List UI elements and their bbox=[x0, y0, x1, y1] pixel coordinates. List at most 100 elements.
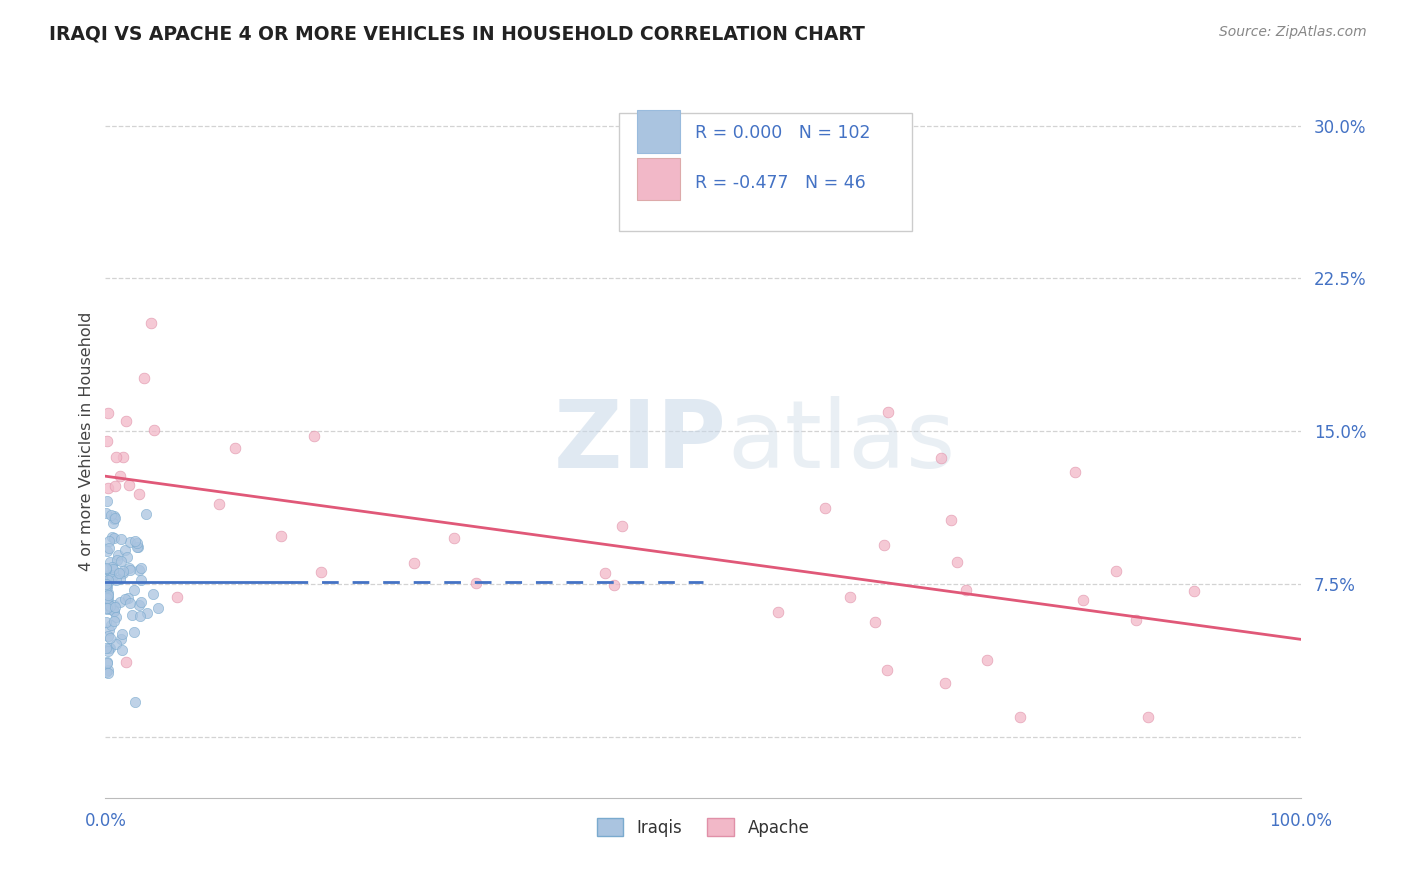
Point bbox=[1125, 614, 1147, 628]
Point bbox=[128, 608, 150, 623]
Text: R = 0.000   N = 102: R = 0.000 N = 102 bbox=[695, 124, 870, 142]
Point bbox=[929, 451, 952, 466]
FancyBboxPatch shape bbox=[619, 113, 912, 231]
Point bbox=[118, 596, 141, 610]
Point bbox=[110, 554, 132, 568]
Point bbox=[129, 574, 152, 588]
Point bbox=[97, 405, 120, 419]
Point bbox=[118, 561, 141, 575]
Point bbox=[115, 549, 138, 564]
Point bbox=[98, 599, 121, 613]
Point bbox=[105, 637, 128, 651]
Point bbox=[132, 371, 155, 385]
Point bbox=[96, 587, 118, 601]
Point bbox=[111, 566, 134, 581]
Point bbox=[98, 598, 121, 612]
Point bbox=[108, 469, 131, 483]
Point bbox=[865, 615, 887, 630]
Point bbox=[96, 561, 118, 575]
Point bbox=[127, 541, 149, 555]
Point bbox=[97, 623, 120, 637]
Point bbox=[97, 663, 120, 677]
Point bbox=[976, 653, 998, 667]
Point bbox=[128, 487, 150, 501]
Point bbox=[124, 533, 146, 548]
Point bbox=[96, 655, 118, 669]
Point bbox=[101, 563, 124, 577]
Text: atlas: atlas bbox=[727, 395, 955, 488]
Point bbox=[103, 511, 125, 525]
Point bbox=[224, 441, 246, 455]
Point bbox=[122, 624, 145, 639]
Point bbox=[103, 508, 125, 523]
Point bbox=[118, 535, 141, 549]
Point bbox=[443, 532, 465, 546]
FancyBboxPatch shape bbox=[637, 158, 681, 201]
Point bbox=[142, 587, 165, 601]
Point bbox=[94, 577, 117, 591]
Point bbox=[100, 601, 122, 615]
Point bbox=[1182, 584, 1205, 599]
Text: IRAQI VS APACHE 4 OR MORE VEHICLES IN HOUSEHOLD CORRELATION CHART: IRAQI VS APACHE 4 OR MORE VEHICLES IN HO… bbox=[49, 25, 865, 44]
Point bbox=[94, 591, 117, 605]
Point bbox=[96, 640, 118, 655]
Point bbox=[1071, 593, 1094, 607]
Point bbox=[96, 602, 118, 616]
Point bbox=[101, 562, 124, 576]
Point bbox=[97, 573, 120, 587]
Point bbox=[117, 591, 139, 605]
Point bbox=[122, 583, 145, 598]
Point bbox=[97, 567, 120, 582]
FancyBboxPatch shape bbox=[637, 111, 681, 153]
Point bbox=[101, 516, 124, 531]
Point bbox=[121, 607, 143, 622]
Point bbox=[96, 581, 118, 595]
Point bbox=[112, 564, 135, 578]
Point bbox=[96, 657, 118, 671]
Point bbox=[97, 588, 120, 602]
Point bbox=[97, 541, 120, 555]
Point bbox=[955, 582, 977, 597]
Point bbox=[96, 591, 118, 606]
Point bbox=[110, 533, 132, 547]
Point bbox=[97, 481, 120, 495]
Point bbox=[934, 676, 956, 690]
Point bbox=[100, 568, 122, 582]
Point bbox=[100, 508, 122, 523]
Text: Source: ZipAtlas.com: Source: ZipAtlas.com bbox=[1219, 25, 1367, 39]
Point bbox=[96, 588, 118, 602]
Point bbox=[101, 569, 124, 583]
Point bbox=[311, 565, 333, 579]
Point bbox=[465, 576, 488, 591]
Point bbox=[97, 574, 120, 589]
Y-axis label: 4 or more Vehicles in Household: 4 or more Vehicles in Household bbox=[79, 312, 94, 571]
Legend: Iraqis, Apache: Iraqis, Apache bbox=[591, 812, 815, 844]
Point bbox=[128, 563, 150, 577]
Point bbox=[877, 405, 900, 419]
Point bbox=[876, 663, 898, 677]
Point bbox=[98, 641, 121, 656]
Point bbox=[117, 477, 139, 491]
Point bbox=[115, 656, 138, 670]
Point bbox=[104, 599, 127, 614]
Point bbox=[946, 555, 969, 569]
Point bbox=[105, 553, 128, 567]
Point bbox=[814, 500, 837, 515]
Point bbox=[98, 533, 121, 548]
Point bbox=[612, 519, 634, 533]
Point bbox=[125, 541, 148, 555]
Point bbox=[94, 579, 117, 593]
Point bbox=[1105, 564, 1128, 578]
Point bbox=[96, 434, 118, 449]
Point bbox=[97, 585, 120, 599]
Point bbox=[108, 594, 131, 608]
Point bbox=[270, 529, 292, 543]
Point bbox=[101, 560, 124, 574]
Point bbox=[1064, 465, 1087, 479]
Point bbox=[939, 513, 962, 527]
Point bbox=[94, 562, 117, 576]
Point bbox=[101, 530, 124, 544]
Point bbox=[111, 627, 134, 641]
Point bbox=[302, 429, 325, 443]
Point bbox=[104, 609, 127, 624]
